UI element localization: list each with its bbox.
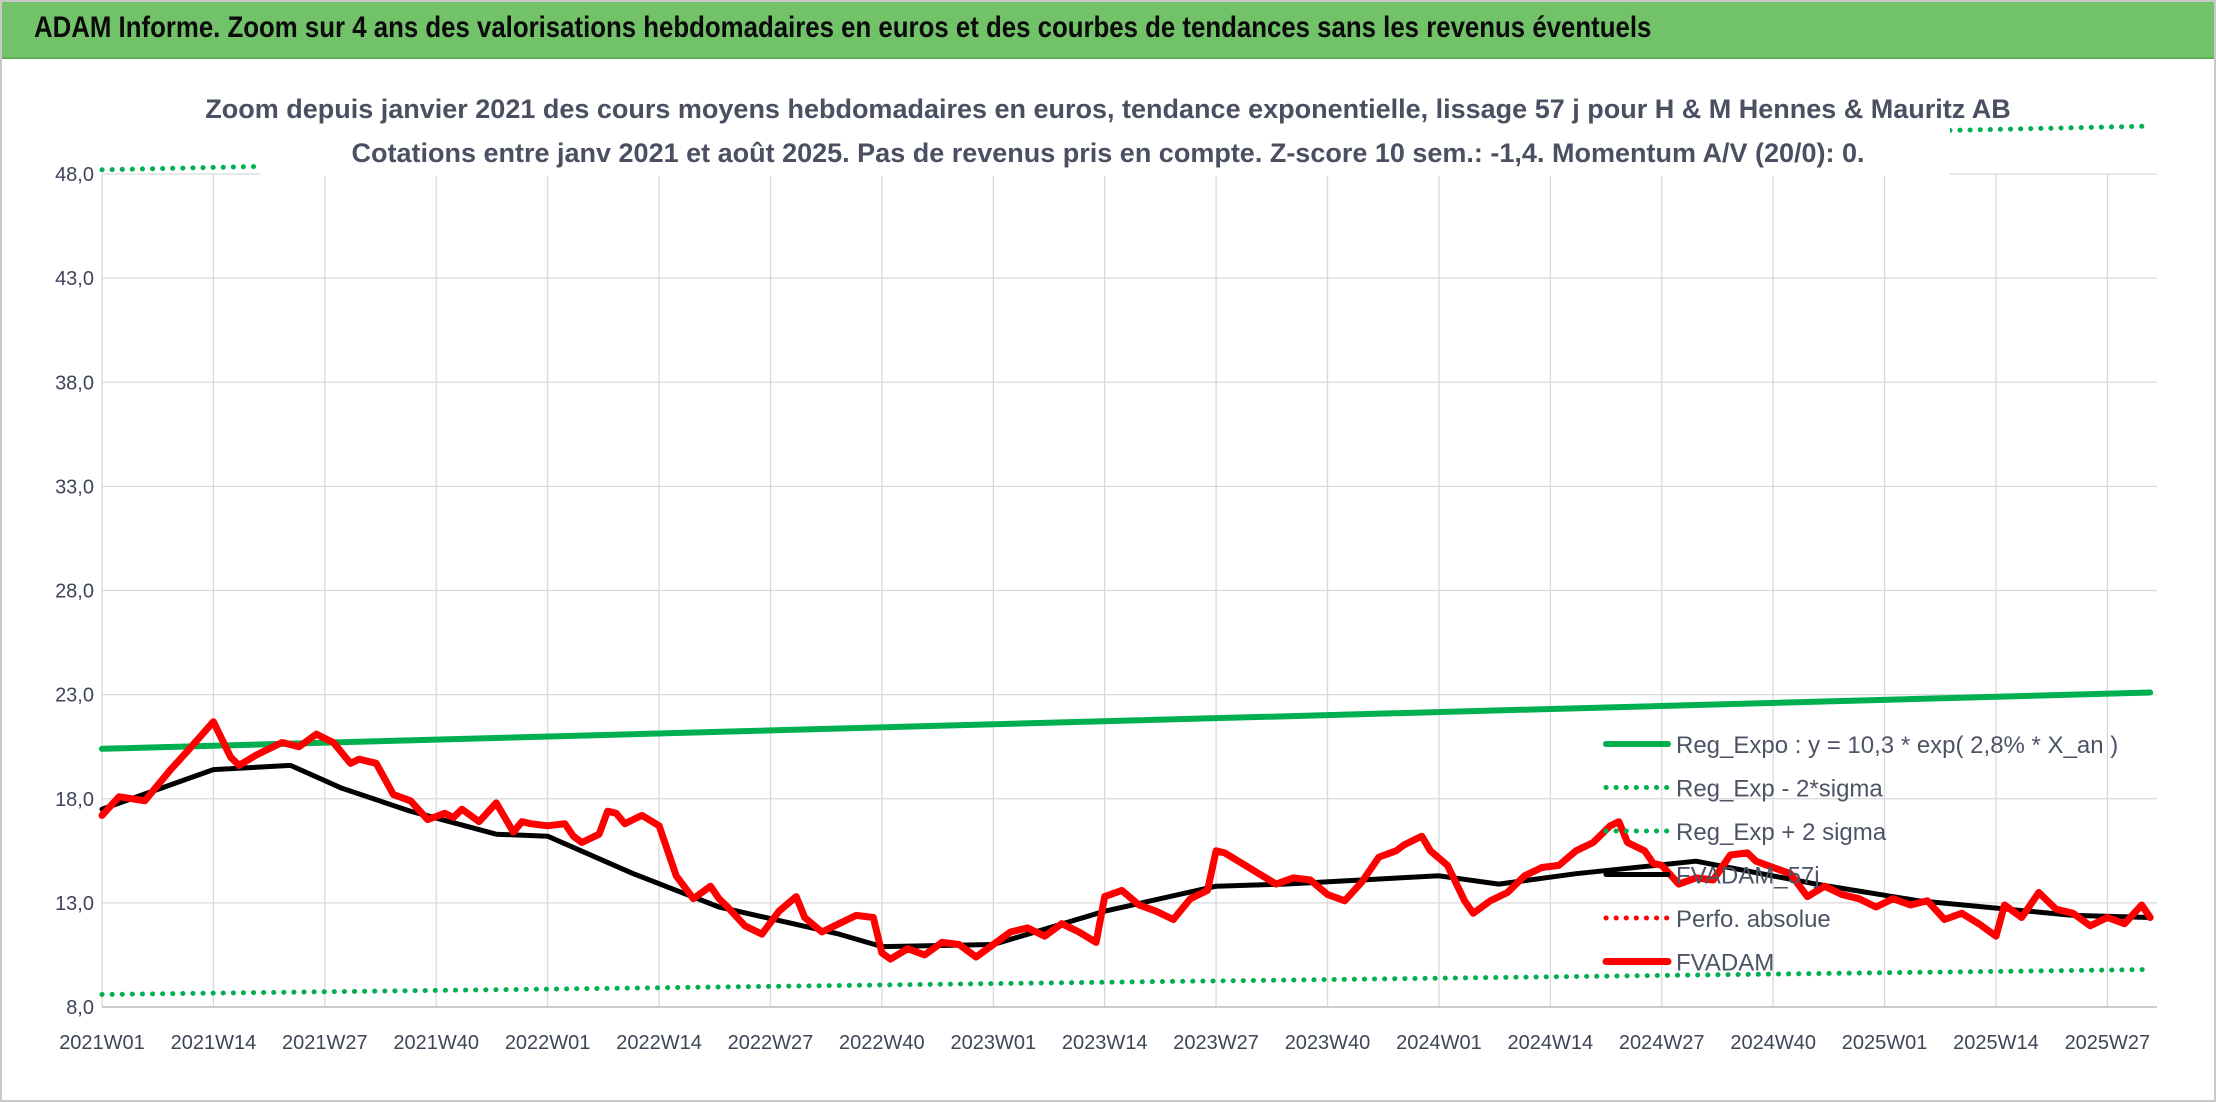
series-fvadam xyxy=(98,718,2154,963)
series-layer xyxy=(98,123,2154,997)
x-tick-label: 2023W14 xyxy=(1062,1032,1148,1054)
x-tick-label: 2023W01 xyxy=(950,1032,1036,1054)
x-tick-label: 2024W14 xyxy=(1508,1032,1594,1054)
chart-title: Zoom depuis janvier 2021 des cours moyen… xyxy=(205,84,2011,176)
y-tick-label: 38,0 xyxy=(55,372,94,394)
x-tick-label: 2022W27 xyxy=(728,1032,814,1054)
x-tick-label: 2022W40 xyxy=(839,1032,925,1054)
title-line-2: Cotations entre janv 2021 et août 2025. … xyxy=(351,138,1864,168)
x-tick-label: 2025W01 xyxy=(1842,1032,1928,1054)
y-tick-label: 33,0 xyxy=(55,476,94,498)
legend-label: Reg_Expo : y = 10,3 * exp( 2,8% * X_an ) xyxy=(1676,732,2118,759)
header-banner: ADAM Informe. Zoom sur 4 ans des valoris… xyxy=(2,2,2214,59)
banner-title: ADAM Informe. Zoom sur 4 ans des valoris… xyxy=(34,11,1652,44)
legend-label: Reg_Exp + 2 sigma xyxy=(1676,819,1887,846)
x-tick-label: 2021W27 xyxy=(282,1032,368,1054)
y-tick-label: 13,0 xyxy=(55,893,94,915)
legend: Reg_Expo : y = 10,3 * exp( 2,8% * X_an )… xyxy=(1602,732,2118,977)
legend-label: Perfo. absolue xyxy=(1676,906,1831,933)
x-tick-label: 2025W27 xyxy=(2065,1032,2151,1054)
x-tick-label: 2023W27 xyxy=(1173,1032,1259,1054)
x-tick-label: 2024W40 xyxy=(1730,1032,1816,1054)
x-tick-label: 2024W01 xyxy=(1396,1032,1482,1054)
legend-label: FVADAM_57j xyxy=(1676,863,1820,890)
series-reg-expo xyxy=(99,689,2154,752)
x-tick-label: 2021W40 xyxy=(393,1032,479,1054)
x-tick-label: 2023W40 xyxy=(1285,1032,1371,1054)
legend-label: FVADAM xyxy=(1676,950,1774,977)
legend-label: Reg_Exp - 2*sigma xyxy=(1676,776,1883,803)
x-tick-label: 2024W27 xyxy=(1619,1032,1705,1054)
gridlines xyxy=(101,173,2157,1008)
x-tick-label: 2021W14 xyxy=(171,1032,257,1054)
x-tick-label: 2022W14 xyxy=(616,1032,702,1054)
x-tick-label: 2021W01 xyxy=(59,1032,145,1054)
y-tick-label: 43,0 xyxy=(55,268,94,290)
title-line-1: Zoom depuis janvier 2021 des cours moyen… xyxy=(205,94,2011,124)
series-reg-exp-minus-2sigma xyxy=(99,967,2153,997)
title-background xyxy=(260,84,1950,176)
axes: 8,0 13,0 18,0 23,0 28,0 33,0 38,0 43,0 48,0 2021W… xyxy=(55,164,2157,1054)
x-tick-label: 2025W14 xyxy=(1953,1032,2039,1054)
y-tick-label: 8,0 xyxy=(66,997,94,1019)
y-tick-label: 48,0 xyxy=(55,164,94,186)
y-tick-label: 18,0 xyxy=(55,789,94,811)
y-tick-label: 28,0 xyxy=(55,581,94,603)
x-tick-label: 2022W01 xyxy=(505,1032,591,1054)
y-tick-label: 23,0 xyxy=(55,685,94,707)
